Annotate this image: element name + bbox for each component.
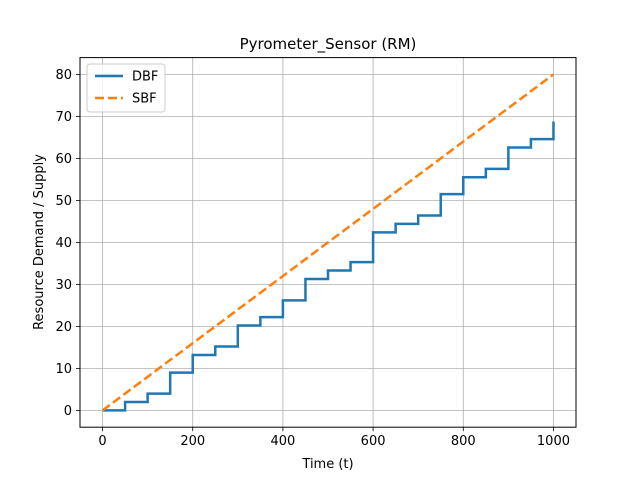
y-tick-label: 10 bbox=[55, 362, 72, 377]
x-tick-label: 1000 bbox=[537, 434, 570, 449]
x-tick-label: 200 bbox=[180, 434, 205, 449]
y-tick-label: 70 bbox=[55, 110, 72, 125]
series-layer bbox=[101, 73, 555, 412]
x-tick-label: 600 bbox=[361, 434, 386, 449]
y-tick-label: 30 bbox=[55, 278, 72, 293]
x-tick-label: 0 bbox=[98, 434, 106, 449]
x-tick-label: 800 bbox=[451, 434, 476, 449]
x-tick-label: 400 bbox=[270, 434, 295, 449]
legend: DBF SBF bbox=[86, 63, 166, 113]
legend-label-sbf: SBF bbox=[132, 92, 157, 107]
grid bbox=[80, 57, 576, 428]
legend-label-dbf: DBF bbox=[132, 70, 158, 85]
y-tick-label: 60 bbox=[55, 152, 72, 167]
x-axis-title: Time (t) bbox=[301, 457, 353, 472]
y-axis-title: Resource Demand / Supply bbox=[32, 154, 47, 330]
y-tick-label: 0 bbox=[64, 404, 72, 419]
chart-title: Pyrometer_Sensor (RM) bbox=[240, 35, 417, 54]
series-line-sbf bbox=[101, 73, 555, 412]
y-tick-label: 40 bbox=[55, 236, 72, 251]
ticks: 0 200 400 600 800 1000 0 10 20 30 40 50 60 70 80 bbox=[55, 68, 570, 449]
y-tick-label: 20 bbox=[55, 320, 72, 335]
series-line-dbf bbox=[102, 121, 555, 412]
y-tick-label: 80 bbox=[55, 68, 72, 83]
y-tick-label: 50 bbox=[55, 194, 72, 209]
